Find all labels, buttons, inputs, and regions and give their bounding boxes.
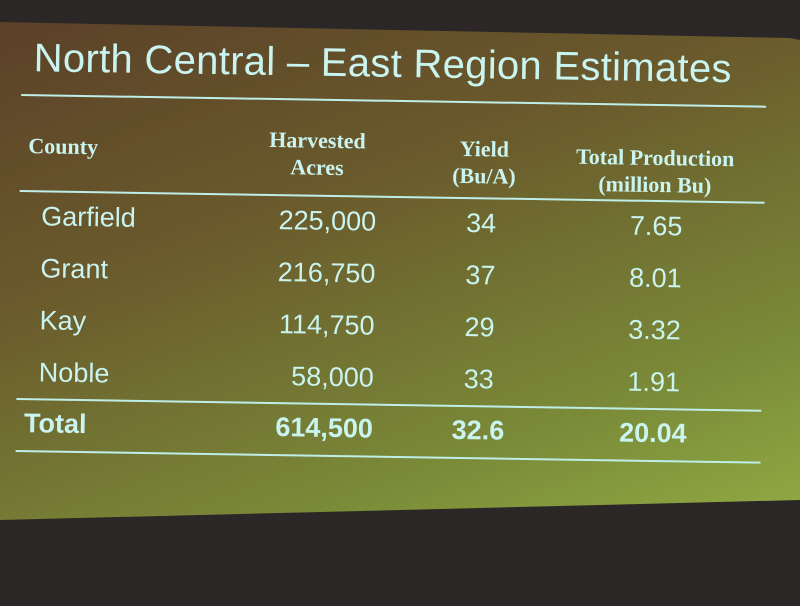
- table-cell: Grant: [40, 253, 109, 285]
- header-cell: Yield (Bu/A): [451, 135, 516, 189]
- total-cell: Total: [23, 408, 87, 440]
- table-cell: 7.65: [629, 210, 683, 242]
- header-cell: Total Production (million Bu): [575, 143, 735, 198]
- table-cell: 37: [465, 260, 496, 291]
- table-cell: Garfield: [41, 201, 137, 233]
- total-cell: 614,500: [275, 412, 374, 444]
- table-cell: 1.91: [627, 366, 681, 398]
- table-cell: 29: [464, 312, 495, 343]
- rule: [21, 94, 767, 108]
- slide-title: North Central – East Region Estimates: [33, 36, 733, 92]
- table-cell: 34: [465, 208, 497, 239]
- table-cell: 216,750: [277, 257, 376, 289]
- table-cell: Kay: [39, 305, 87, 337]
- table-cell: 3.32: [628, 314, 682, 346]
- header-cell: County: [28, 133, 99, 160]
- header-cell: Harvested Acres: [269, 126, 366, 181]
- table-cell: 114,750: [278, 309, 375, 341]
- total-cell: 20.04: [618, 417, 687, 449]
- table-cell: 33: [463, 364, 495, 395]
- total-cell: 32.6: [451, 414, 505, 446]
- rule: [15, 449, 761, 464]
- rule: [16, 397, 762, 412]
- table-cell: Noble: [38, 357, 110, 389]
- table-cell: 8.01: [628, 262, 682, 294]
- table-cell: 58,000: [290, 361, 375, 393]
- table-cell: 225,000: [278, 205, 377, 237]
